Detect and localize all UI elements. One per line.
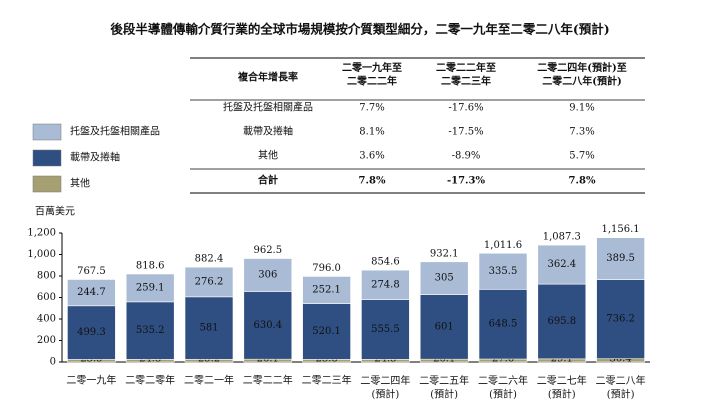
bar-segment <box>419 261 469 295</box>
y-tick-label: 1,000 <box>27 249 56 260</box>
bar-segment <box>125 273 175 303</box>
value-label: 630.4 <box>253 320 282 331</box>
value-label: 389.5 <box>606 253 635 264</box>
y-tick-label: 800 <box>37 271 56 282</box>
table-cell: 合計 <box>257 174 278 187</box>
x-tick-label: 二零二三年 <box>302 374 352 387</box>
value-label: 499.3 <box>77 327 106 338</box>
table-cell: -17.6% <box>448 103 483 114</box>
legend-label: 托盤及托盤相關產品 <box>70 125 160 138</box>
y-tick-label: 0 <box>50 357 56 368</box>
table-cell: 托盤及托盤相關產品 <box>223 101 313 114</box>
table-cell: 5.7% <box>569 151 594 162</box>
value-label: 581 <box>199 323 218 334</box>
x-tick-label: 二零二六年(預計) <box>478 374 528 401</box>
bar-segment <box>419 294 469 360</box>
value-label: 276.2 <box>195 276 224 287</box>
table-header: 二零二四年(預計)至二零二八年(預計) <box>537 61 626 88</box>
x-tick-label: 二零二零年 <box>125 374 175 387</box>
legend-label: 載帶及捲軸 <box>70 151 120 164</box>
value-label: 306 <box>258 269 277 280</box>
x-tick-label: 二零一九年 <box>66 374 116 387</box>
table-header: 二零一九年至二零二二年 <box>342 61 402 88</box>
value-label: 335.5 <box>489 266 518 277</box>
bar-segment <box>596 279 645 360</box>
bar-segment <box>537 283 587 360</box>
value-label: 274.8 <box>371 279 400 290</box>
bar-segment <box>243 258 293 292</box>
y-tick-label: 400 <box>37 314 56 325</box>
total-label: 962.5 <box>253 245 282 256</box>
value-label: 259.1 <box>136 282 165 293</box>
total-label: 932.1 <box>430 248 459 259</box>
legend-swatch <box>32 149 62 167</box>
y-axis-label: 百萬美元 <box>35 205 75 218</box>
bar-segment <box>302 276 351 304</box>
value-label: 695.8 <box>547 316 576 327</box>
total-label: 854.6 <box>371 257 400 268</box>
legend-swatch <box>32 123 62 141</box>
bar-segment <box>184 266 234 298</box>
table-cell: -17.3% <box>447 176 486 187</box>
y-tick-label: 600 <box>37 292 56 303</box>
table-cell: 7.7% <box>359 103 384 114</box>
table-cell: 9.1% <box>569 103 594 114</box>
legend-label: 其他 <box>70 177 90 190</box>
table-cell: 3.6% <box>359 151 384 162</box>
y-tick-label: 1,200 <box>27 228 56 239</box>
value-label: 520.1 <box>312 326 341 337</box>
bar-segment <box>361 299 410 360</box>
y-tick-label: 200 <box>37 335 56 346</box>
table-cell: 載帶及捲軸 <box>243 125 293 138</box>
legend-swatch <box>32 175 62 193</box>
x-tick-label: 二零二八年(預計) <box>596 374 646 401</box>
table-cell: -8.9% <box>452 151 481 162</box>
table-cell: 7.8% <box>569 176 596 187</box>
x-tick-label: 二零二四年(預計) <box>360 374 410 401</box>
value-label: 535.2 <box>136 325 165 336</box>
value-label: 362.4 <box>547 259 576 270</box>
total-label: 767.5 <box>77 266 106 277</box>
total-label: 1,011.6 <box>484 240 522 251</box>
table-cell: -17.5% <box>448 127 483 138</box>
bar-segment <box>67 279 116 307</box>
bar-segment <box>361 269 410 300</box>
bar-segment <box>302 303 351 360</box>
table-header: 二零二二年至二零二三年 <box>436 61 496 88</box>
x-tick-label: 二零二七年(預計) <box>537 374 587 401</box>
value-label: 648.5 <box>489 319 518 330</box>
value-label: 601 <box>435 321 454 332</box>
value-label: 252.1 <box>312 284 341 295</box>
total-label: 1,087.3 <box>543 232 581 243</box>
table-cell: 7.8% <box>359 176 386 187</box>
bar-segment <box>478 252 528 290</box>
bar-segment <box>67 305 116 360</box>
value-label: 736.2 <box>606 314 635 325</box>
total-label: 882.4 <box>195 254 224 265</box>
x-tick-label: 二零二一年 <box>184 374 234 387</box>
bar-segment <box>537 244 587 285</box>
bar-segment <box>478 289 528 360</box>
x-tick-label: 二零二五年(預計) <box>419 374 469 401</box>
bar-segment <box>125 301 175 360</box>
total-label: 818.6 <box>136 261 165 272</box>
bar-segment <box>184 296 234 360</box>
table-cell: 7.3% <box>569 127 594 138</box>
x-tick-label: 二零二二年 <box>243 374 293 387</box>
chart-title: 後段半導體傳輸介質行業的全球市場規模按介質類型細分，二零一九年至二零二八年(預計… <box>110 22 609 37</box>
value-label: 305 <box>435 273 454 284</box>
total-label: 796.0 <box>312 263 341 274</box>
table-cell: 其他 <box>258 149 278 162</box>
bar-segment <box>596 237 645 280</box>
table-cell: 8.1% <box>359 127 384 138</box>
value-label: 555.5 <box>371 324 400 335</box>
value-label: 244.7 <box>77 287 106 298</box>
total-label: 1,156.1 <box>602 224 640 235</box>
table-header: 複合年增長率 <box>237 71 298 84</box>
bar-segment <box>243 291 293 360</box>
